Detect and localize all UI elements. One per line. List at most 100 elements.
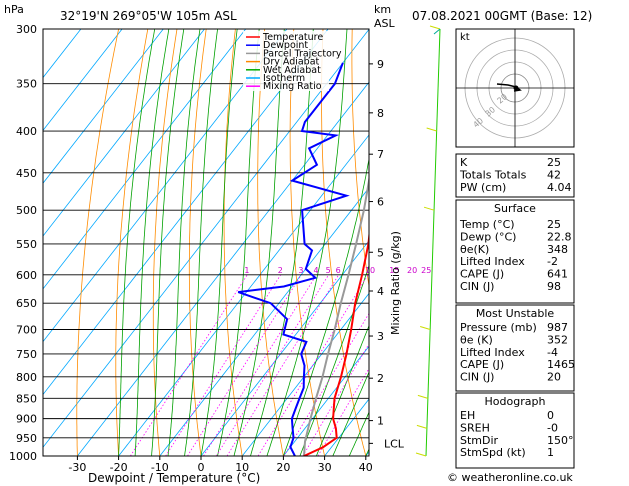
asl-label: ASL (374, 17, 396, 30)
plot-frame (42, 28, 370, 457)
table-row-value: 22.8 (547, 230, 572, 243)
table-box (455, 304, 575, 392)
table-row-label: CAPE (J) (460, 268, 504, 281)
temperature-tick-label: 10 (235, 461, 249, 474)
legend-entry: Dry Adiabat (263, 57, 320, 68)
mixing-ratio-tick-label: 5 (326, 266, 331, 275)
dewpoint-line (237, 62, 350, 456)
pressure-tick-label: 300 (16, 23, 37, 36)
km-tick-label: 1 (377, 415, 384, 428)
legend-entry: Wet Adiabat (263, 65, 321, 76)
table-row-value: -4 (547, 346, 558, 359)
isotherm (43, 29, 247, 290)
mixing-ratio-line (165, 274, 282, 456)
wind-barb-flag (433, 28, 441, 35)
table-row-value: -2 (547, 255, 558, 268)
table-row-label: CIN (J) (460, 280, 494, 293)
pressure-tick-label: 400 (16, 125, 37, 138)
lcl-label: LCL (384, 437, 405, 450)
table-row-value: 987 (547, 321, 568, 334)
table-box (455, 199, 575, 304)
isotherm (159, 187, 369, 456)
legend-entry: Temperature (262, 32, 323, 43)
mixing-ratio-line (187, 274, 302, 456)
temperature-tick-label: -20 (110, 461, 128, 474)
wet-adiabat (118, 29, 156, 456)
table-row-label: Lifted Index (460, 346, 525, 359)
wet-adiabat (167, 29, 201, 456)
most-unstable-title: Most Unstable (476, 307, 555, 320)
location-label: 32°19'N 269°05'W 105m ASL (60, 9, 237, 23)
copyright: © weatheronline.co.uk (447, 471, 573, 484)
pressure-tick-label: 850 (16, 392, 37, 405)
mixing-ratio-tick-label: 10 (365, 266, 375, 275)
pressure-tick-label: 450 (16, 167, 37, 180)
isotherm (43, 29, 123, 132)
table-row-value: 150° (547, 434, 574, 447)
dry-adiabat (223, 29, 243, 456)
mixing-ratio-labels: 1 2 3 4 5 6 10 15 20 25 (244, 266, 431, 275)
table-row-value: 641 (547, 268, 568, 281)
table-row-label: Temp (°C) (459, 218, 515, 231)
mixing-ratio-line (283, 312, 369, 456)
wind-barb (429, 25, 441, 30)
wind-barb (417, 394, 429, 399)
temperature-tick-label: -10 (151, 461, 169, 474)
wind-profile-line (425, 28, 441, 457)
table-row-value: 25 (547, 218, 561, 231)
pressure-tick-label: 650 (16, 297, 37, 310)
isotherm (43, 29, 205, 237)
wind-barb (415, 452, 427, 457)
table-row-label: Pressure (mb) (460, 321, 537, 334)
table-row-label: CIN (J) (460, 371, 494, 384)
mixing-ratio-tick-label: 4 (314, 266, 319, 275)
surface-title: Surface (494, 202, 536, 215)
km-tick-label: 9 (377, 58, 384, 71)
wind-barbs (415, 25, 441, 457)
km-tick-label: 5 (377, 246, 384, 259)
km-tick-label: 2 (377, 372, 384, 385)
table-row-label: θe (K) (460, 333, 493, 346)
storm-motion-marker (513, 85, 519, 91)
mixing-ratio-tick-label: 1 (244, 266, 249, 275)
table-row-value: 0 (547, 409, 554, 422)
mixing-ratio-axis-label: Mixing Ratio (g/kg) (389, 231, 402, 335)
mixing-ratio-line (130, 274, 248, 456)
table-row-value: 1 (547, 446, 554, 459)
isotherm (43, 29, 82, 79)
pressure-tick-label: 950 (16, 432, 37, 445)
legend-entry: Isotherm (263, 73, 305, 84)
legend-entry: Dewpoint (263, 40, 308, 51)
wet-adiabat (217, 29, 260, 456)
table-row-label: CAPE (J) (460, 358, 504, 371)
table-row-value: 348 (547, 243, 568, 256)
index-tables: K 25 Totals Totals 42 PW (cm) 4.04 Surface Temp… (455, 153, 575, 469)
pressure-tick-label: 900 (16, 413, 37, 426)
km-tick-label: 3 (377, 330, 384, 343)
table-row-label: K (460, 156, 468, 169)
table-row-value: 20 (547, 371, 561, 384)
wet-adiabat (332, 371, 369, 456)
pressure-unit: hPa (4, 3, 24, 16)
temperature-axis: -30 -20 -10 0 10 20 30 40 (68, 456, 373, 474)
parcel-trajectory-line (303, 175, 369, 456)
km-tick-label: 8 (377, 107, 384, 120)
table-row-value: 1465 (547, 358, 575, 371)
mixing-ratio-line (215, 274, 329, 456)
table-row-label: EH (460, 409, 475, 422)
mixing-ratio-line (226, 274, 340, 456)
wet-adiabat (134, 29, 170, 456)
table-row-label: Dewp (°C) (460, 230, 516, 243)
isotherm (200, 239, 369, 456)
table-row-label: Lifted Index (460, 255, 525, 268)
isotherm (77, 81, 369, 456)
isotherm (43, 29, 164, 184)
pressure-tick-label: 550 (16, 238, 37, 251)
legend-entry: Parcel Trajectory (263, 48, 342, 59)
table-row-value: -0 (547, 421, 558, 434)
pressure-tick-label: 500 (16, 204, 37, 217)
